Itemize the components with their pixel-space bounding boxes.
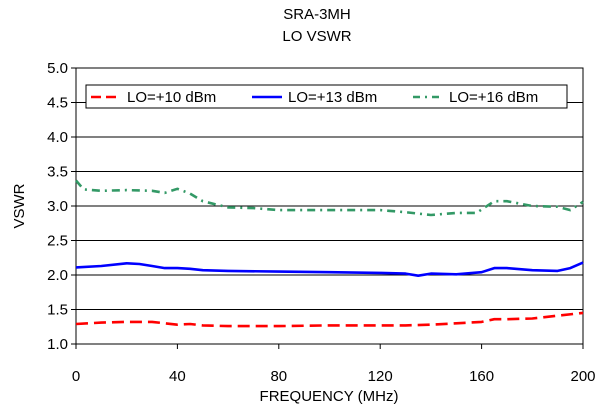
x-tick-label: 0 (72, 368, 80, 385)
legend-label-2: LO=+13 dBm (288, 89, 377, 106)
x-axis-label: FREQUENCY (MHz) (260, 388, 399, 405)
x-tick-label: 40 (169, 368, 186, 385)
x-tick-label: 80 (270, 368, 287, 385)
series-line-1 (75, 311, 584, 328)
y-axis-ticks: 1.0 1.5 2.0 2.5 3.0 3.5 4.0 4.5 5.0 (47, 60, 76, 353)
y-tick-label: 4.5 (47, 95, 68, 112)
y-tick-label: 5.0 (47, 60, 68, 77)
legend-label-1: LO=+10 dBm (127, 89, 216, 106)
x-tick-label: 120 (368, 368, 393, 385)
series-lines (75, 179, 584, 328)
y-tick-label: 2.0 (47, 267, 68, 284)
legend-label-3: LO=+16 dBm (449, 89, 538, 106)
series-line-3 (75, 179, 584, 217)
y-tick-label: 1.0 (47, 336, 68, 353)
y-tick-label: 1.5 (47, 302, 68, 319)
y-tick-label: 4.0 (47, 129, 68, 146)
legend-box (85, 84, 568, 109)
y-axis-label: VSWR (11, 183, 28, 228)
y-tick-label: 2.5 (47, 233, 68, 250)
x-tick-label: 200 (570, 368, 595, 385)
series-line-2 (75, 261, 584, 278)
legend: LO=+10 dBm LO=+13 dBm LO=+16 dBm (85, 84, 568, 109)
grid (76, 67, 583, 345)
x-axis-ticks: 0 40 80 120 160 200 (72, 344, 596, 385)
chart-subtitle: LO VSWR (282, 28, 351, 45)
y-tick-label: 3.0 (47, 198, 68, 215)
x-tick-label: 160 (469, 368, 494, 385)
y-tick-label: 3.5 (47, 164, 68, 181)
chart-title: SRA-3MH (283, 6, 351, 23)
